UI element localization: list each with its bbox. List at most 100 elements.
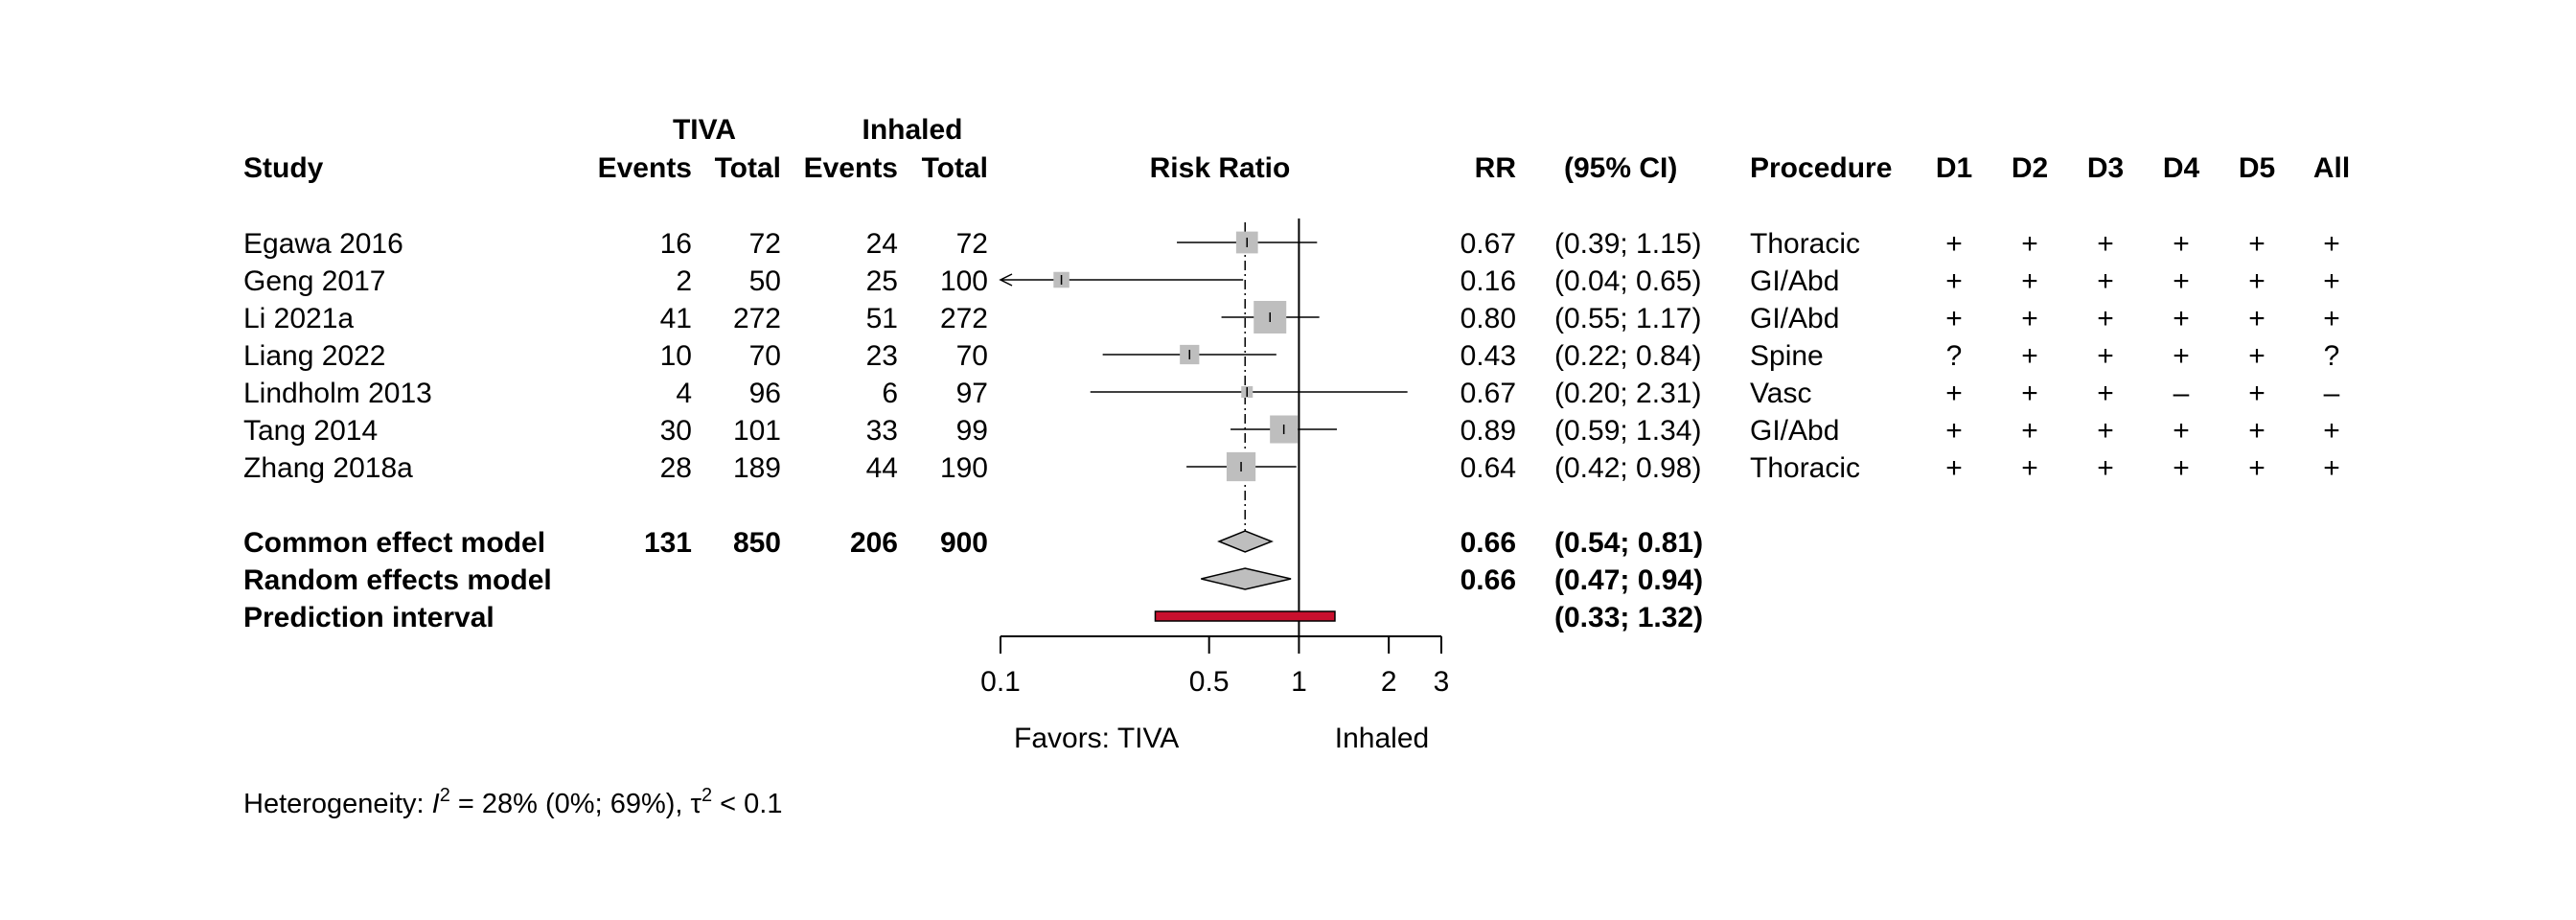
rob-d1: + [1945, 303, 1963, 334]
header-domain-d4: D4 [2163, 152, 2200, 184]
ci-arrow [999, 273, 1013, 287]
prediction-bar [1154, 610, 1336, 622]
total-inhaled: 190 [940, 452, 988, 484]
rob-all: ? [2324, 340, 2340, 372]
study-mark [1230, 415, 1337, 444]
i2-symbol: I [432, 789, 440, 819]
axis-tick-label: 0.5 [1189, 666, 1230, 698]
pooled-rows: Common effect model 131 850 206 900 0.66 (0.54… [243, 527, 1703, 633]
pooled-rr: 0.66 [1460, 564, 1516, 596]
study-mark [1102, 344, 1276, 365]
pooled-diamond [1217, 530, 1274, 553]
ci-value: (0.39; 1.15) [1554, 228, 1701, 260]
study-row: Geng 2017 2 50 25 100 0.16 (0.04; 0.65) GI/Abd +… [243, 265, 2340, 297]
rob-d2: + [2021, 415, 2038, 447]
axis-tick-label: 0.1 [980, 666, 1021, 698]
header-group2: Inhaled [862, 114, 962, 146]
study-name: Egawa 2016 [243, 228, 403, 260]
rob-d3: + [2097, 415, 2114, 447]
prediction-label: Prediction interval [243, 602, 494, 633]
header-domain-all: All [2313, 152, 2350, 184]
rob-d3: + [2097, 303, 2114, 334]
rob-d1: + [1945, 228, 1963, 260]
heterogeneity-prefix: Heterogeneity: [243, 789, 432, 819]
prediction-row: Prediction interval (0.33; 1.32) [243, 602, 1703, 633]
total-tiva: 72 [749, 228, 781, 260]
ci-value: (0.59; 1.34) [1554, 415, 1701, 447]
total-inhaled: 272 [940, 303, 988, 334]
plot-marks [999, 218, 1408, 636]
total-tiva: 96 [749, 378, 781, 409]
rob-all: + [2323, 452, 2340, 484]
header: TIVA Inhaled Study Events Total Events T… [243, 114, 2350, 184]
study-row: Lindholm 2013 4 96 6 97 0.67 (0.20; 2.31) Vasc +… [243, 378, 2340, 409]
rob-all: + [2323, 228, 2340, 260]
events-tiva: 2 [676, 265, 692, 297]
study-row: Zhang 2018a 28 189 44 190 0.64 (0.42; 0.98) Tho… [243, 452, 2340, 484]
study-rows: Egawa 2016 16 72 24 72 0.67 (0.39; 1.15) Thorac… [243, 228, 2340, 484]
procedure-value: Thoracic [1750, 452, 1860, 484]
pooled-ci: (0.47; 0.94) [1554, 564, 1703, 596]
pooled-ci: (0.54; 0.81) [1554, 527, 1703, 559]
study-name: Lindholm 2013 [243, 378, 432, 409]
rob-d3: + [2097, 265, 2114, 297]
tau-value: < 0.1 [712, 789, 782, 819]
rob-d5: + [2248, 415, 2266, 447]
rob-d4: + [2173, 303, 2190, 334]
procedure-value: GI/Abd [1750, 415, 1839, 447]
study-name: Tang 2014 [243, 415, 378, 447]
header-domain-d3: D3 [2087, 152, 2124, 184]
events-inhaled: 25 [866, 265, 898, 297]
header-ci: (95% CI) [1564, 152, 1677, 184]
rr-value: 0.80 [1460, 303, 1516, 334]
events-tiva: 28 [660, 452, 692, 484]
study-mark [1090, 386, 1408, 398]
prediction-ci: (0.33; 1.32) [1554, 602, 1703, 633]
ci-value: (0.55; 1.17) [1554, 303, 1701, 334]
pooled-rr: 0.66 [1460, 527, 1516, 559]
total-tiva: 189 [733, 452, 781, 484]
rr-value: 0.67 [1460, 228, 1516, 260]
header-rr: RR [1475, 152, 1517, 184]
rob-d4: + [2173, 228, 2190, 260]
study-name: Liang 2022 [243, 340, 385, 372]
rob-d2: + [2021, 228, 2038, 260]
total-inhaled: 97 [956, 378, 988, 409]
header-study: Study [243, 152, 324, 184]
total-inhaled: 72 [956, 228, 988, 260]
rob-d4: + [2173, 415, 2190, 447]
rob-d3: + [2097, 340, 2114, 372]
rob-d2: + [2021, 378, 2038, 409]
total-inhaled: 70 [956, 340, 988, 372]
rob-d1: + [1945, 452, 1963, 484]
study-mark [1186, 451, 1297, 482]
events-inhaled: 24 [866, 228, 898, 260]
rob-d2: + [2021, 452, 2038, 484]
axis-tick-label: 1 [1291, 666, 1307, 698]
events-tiva: 16 [660, 228, 692, 260]
events-tiva: 10 [660, 340, 692, 372]
events-inhaled: 6 [882, 378, 898, 409]
rob-d4: + [2173, 340, 2190, 372]
axis-tick-label: 2 [1381, 666, 1397, 698]
favors-left-label: Favors: TIVA [1014, 723, 1179, 754]
study-row: Liang 2022 10 70 23 70 0.43 (0.22; 0.84) Spine?… [243, 340, 2339, 372]
ci-value: (0.22; 0.84) [1554, 340, 1701, 372]
total-tiva: 50 [749, 265, 781, 297]
study-row: Tang 2014 30 101 33 99 0.89 (0.59; 1.34) GI/Abd… [243, 415, 2340, 447]
study-row: Egawa 2016 16 72 24 72 0.67 (0.39; 1.15) Thorac… [243, 228, 2340, 260]
rob-d2: + [2021, 265, 2038, 297]
rob-d5: + [2248, 452, 2266, 484]
rr-value: 0.64 [1460, 452, 1516, 484]
ci-value: (0.04; 0.65) [1554, 265, 1701, 297]
events-tiva: 4 [676, 378, 692, 409]
header-effect: Risk Ratio [1150, 152, 1291, 184]
procedure-value: Thoracic [1750, 228, 1860, 260]
header-domain-d2: D2 [2012, 152, 2048, 184]
header-domain-d1: D1 [1936, 152, 1972, 184]
procedure-value: Spine [1750, 340, 1824, 372]
x-axis: 0.1 0.5 1 2 3 [980, 635, 1449, 698]
rr-value: 0.16 [1460, 265, 1516, 297]
rob-d3: + [2097, 452, 2114, 484]
